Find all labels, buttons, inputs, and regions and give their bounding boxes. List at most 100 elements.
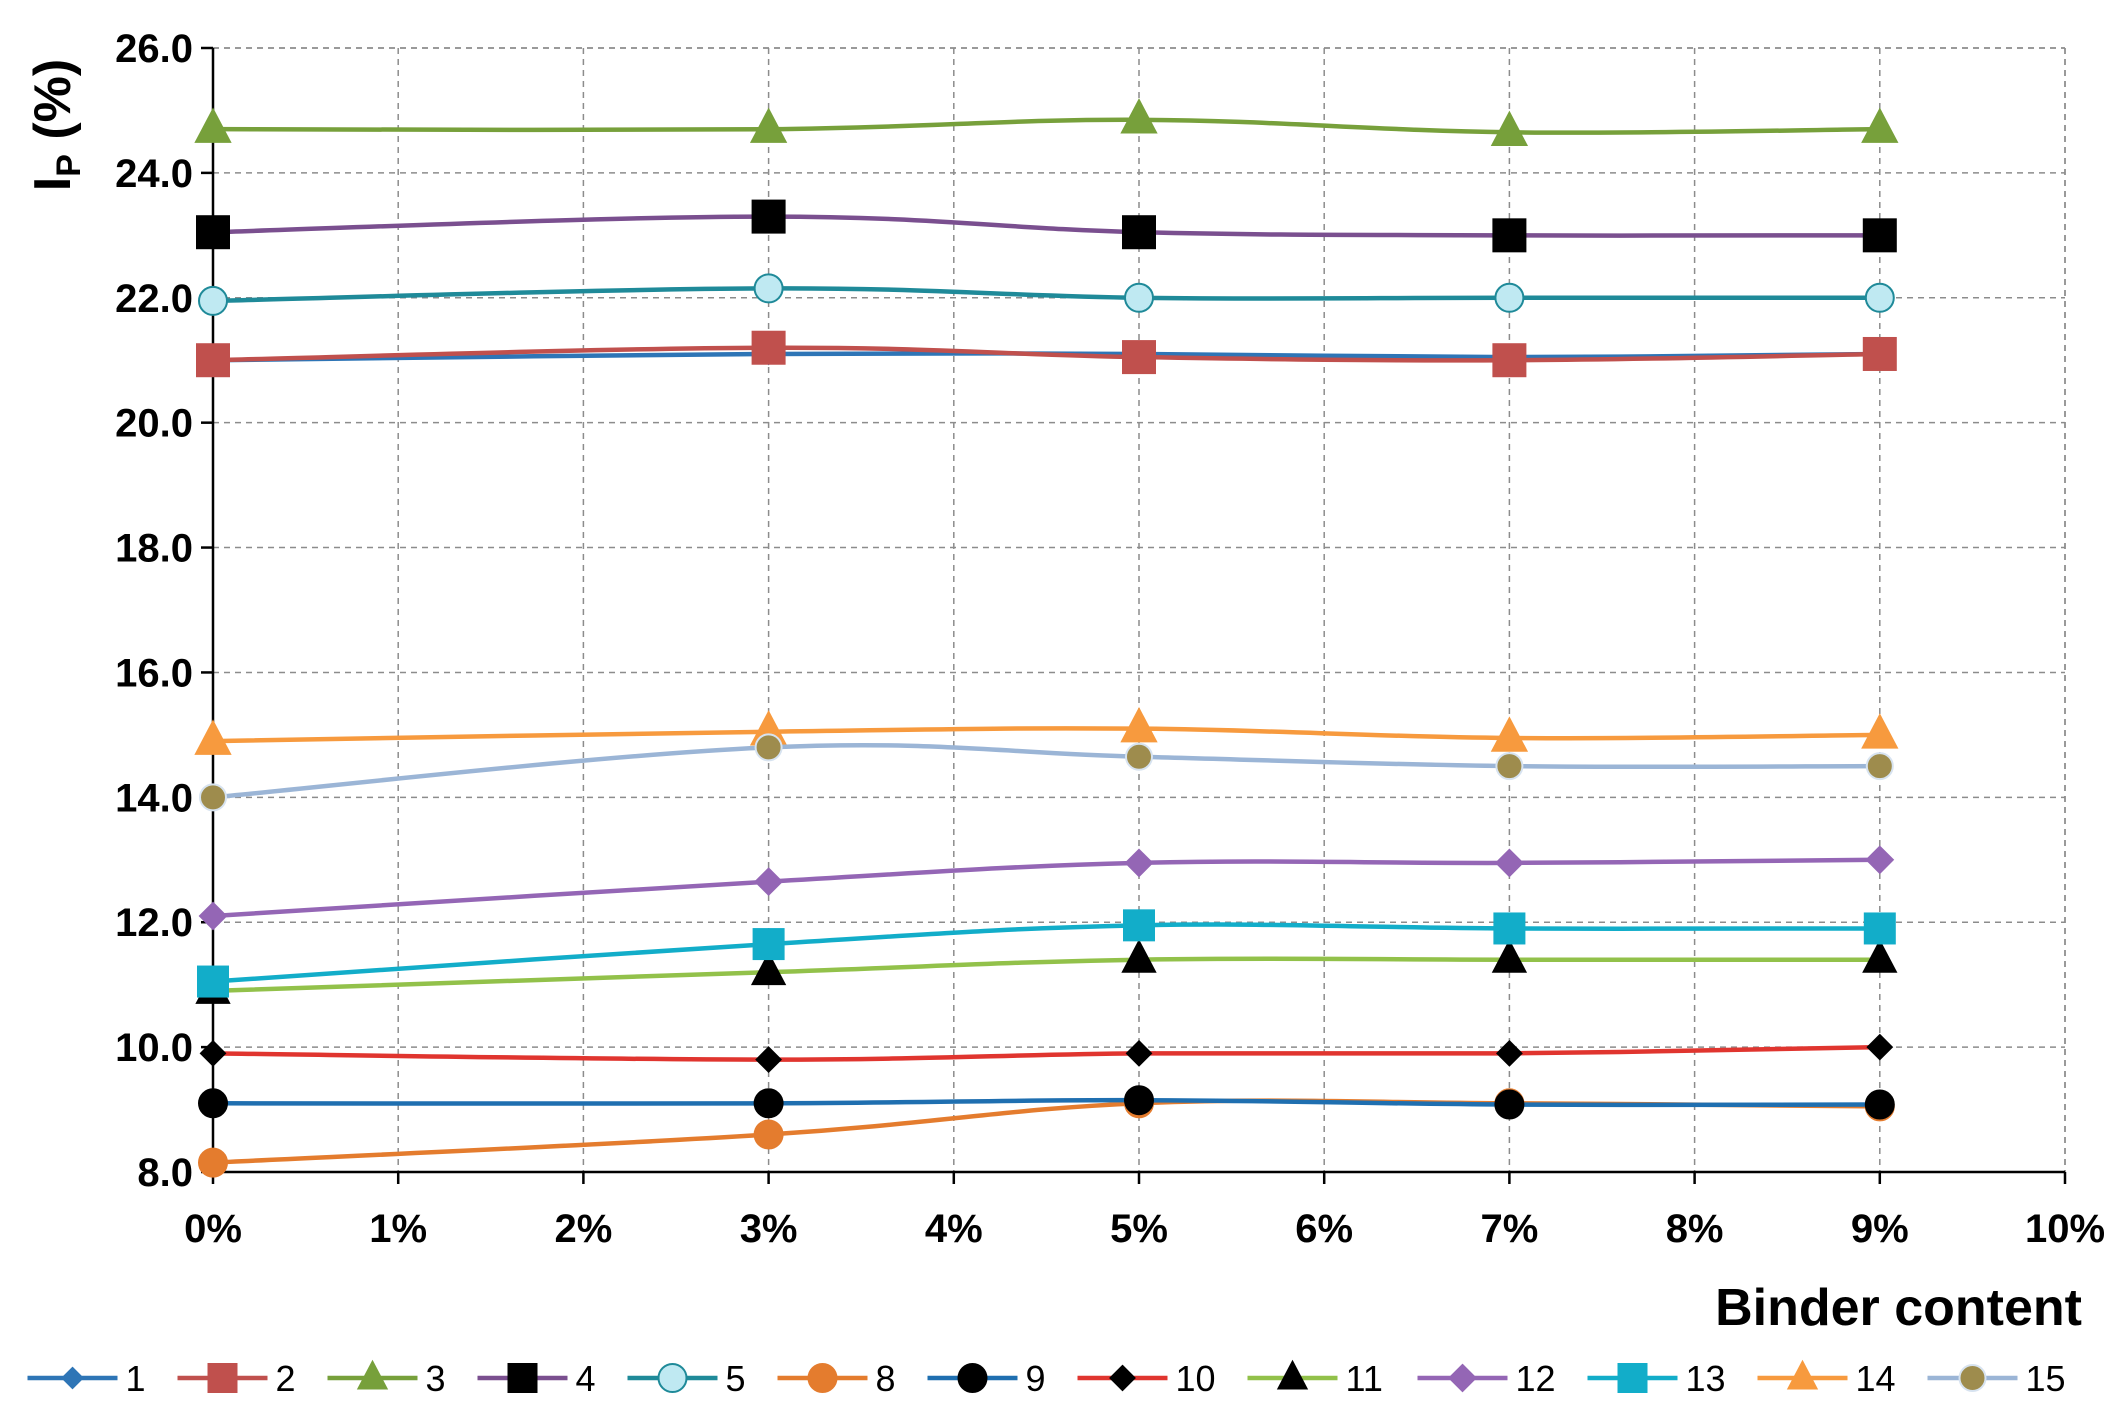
legend-item-4: 4 [477,1358,596,1399]
legend-item-5: 5 [627,1358,746,1399]
legend-label: 10 [1176,1358,1216,1399]
series-10-point [199,1039,227,1067]
series-4-point [196,215,230,250]
series-5-point [1494,282,1525,313]
series-10-point [1125,1039,1153,1067]
grid-lines [213,47,2066,1172]
series-9-point [753,1088,784,1119]
series-4-point [1862,218,1897,253]
series-3 [194,98,1899,147]
series-9-point [1864,1089,1895,1120]
y-tick-label: 12.0 [115,901,193,945]
series-15-point [199,783,227,812]
x-tick-label: 10% [2025,1207,2105,1251]
series-15-point [754,733,783,762]
series-4-point [751,199,786,234]
legend-item-15: 15 [1927,1358,2066,1399]
series-12-point [198,901,228,931]
legend-label: 4 [576,1358,596,1399]
series-9-point [1494,1089,1525,1120]
series-line-8 [212,1098,1880,1165]
series-8-point [753,1119,784,1150]
tick-labels: 8.0 10.0 12.0 14.0 16.0 18.0 20.0 22.0 24.0 26.0 0… [115,27,2105,1251]
series-11-point [1121,939,1157,973]
legend-swatch-marker [1958,1364,1987,1392]
series-11-point [750,951,787,986]
legend-item-9: 9 [927,1358,1046,1399]
series-14-point [1490,716,1529,752]
legend-label: 11 [1346,1358,1383,1399]
legend-item-12: 12 [1417,1358,1556,1399]
series-13-point [1863,912,1896,945]
x-tick-label: 3% [740,1207,798,1251]
legend-label: 12 [1516,1358,1556,1399]
legend-label: 15 [2026,1358,2066,1399]
series-line-4 [212,214,1880,238]
y-tick-label: 20.0 [115,402,193,446]
series-5 [198,273,1895,316]
legend-swatch-marker [207,1363,238,1393]
legend-swatch-marker [1617,1363,1648,1393]
series-12-point [1865,845,1895,875]
legend-swatch-marker [356,1359,389,1390]
x-tick-label: 9% [1851,1207,1909,1251]
y-axis-title-main: I [24,177,82,191]
legend-swatch-marker [1448,1363,1477,1393]
series-5-point [198,285,228,316]
y-axis-title-sub: P [50,154,88,177]
x-axis-title: Binder content [1715,1279,2082,1337]
legend-item-11: 11 [1247,1358,1383,1399]
series-3-point [1120,98,1158,134]
series-3-point [194,107,232,143]
series-13-point [752,928,785,961]
y-axis-title-rest: (%) [24,59,82,154]
series-14-point [1120,706,1158,743]
series-2 [196,330,1897,378]
y-tick-label: 8.0 [137,1151,193,1195]
series-8-point [198,1147,228,1178]
legend-swatch-marker [657,1363,688,1393]
y-tick-label: 10.0 [115,1026,193,1070]
series-line-10 [212,1044,1880,1062]
y-axis-title: IP (%) [24,59,88,191]
series-layer [194,98,1899,1178]
legend-item-1: 1 [27,1358,146,1399]
legend-swatch-marker [957,1363,988,1393]
series-9-point [1124,1085,1154,1116]
series-line-5 [212,286,1880,304]
series-9 [198,1085,1895,1120]
series-2-point [751,330,786,365]
series-5-point [1864,282,1895,313]
series-line-11 [212,956,1880,994]
series-13-point [1123,909,1155,942]
series-10 [199,1033,1894,1074]
series-15 [199,733,1894,812]
series-13-point [1493,912,1526,945]
series-3-point [1490,110,1529,147]
series-11-point [1491,939,1528,973]
series-line-12 [212,857,1880,919]
series-15-point [1865,752,1894,781]
x-tick-label: 7% [1480,1207,1538,1251]
series-5-point [753,273,784,304]
legend-swatch-marker [61,1366,84,1390]
series-10-point [755,1046,783,1074]
x-tick-label: 5% [1110,1207,1168,1251]
x-tick-label: 6% [1295,1207,1353,1251]
series-2-point [1492,343,1527,378]
legend-swatch-marker [1109,1364,1136,1392]
x-tick-label: 2% [554,1207,612,1251]
series-15-point [1125,742,1153,771]
series-14-point [194,719,232,755]
legend-label: 9 [1026,1358,1046,1399]
series-3-point [749,107,788,143]
y-tick-label: 24.0 [115,152,193,196]
legend-label: 8 [876,1358,896,1399]
series-4-point [1122,215,1156,250]
series-11 [195,939,1898,1004]
series-line-1 [212,351,1880,363]
series-15-point [1495,752,1524,781]
legend-swatch-marker [1786,1359,1819,1390]
series-12-point [1494,848,1524,878]
